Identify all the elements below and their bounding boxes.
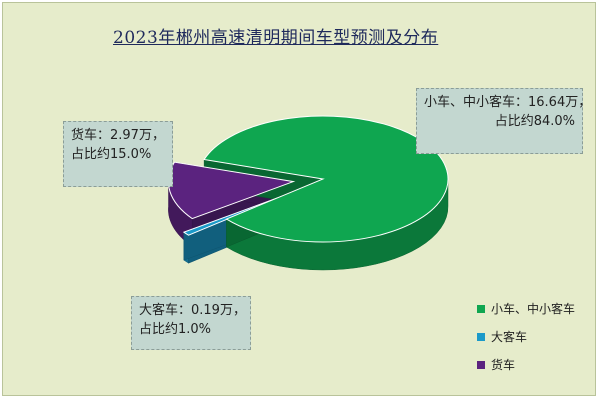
pie-slice-car [203,115,449,243]
data-label-bus-line1: 大客车：0.19万， [139,303,246,318]
legend-label-bus: 大客车 [491,330,528,344]
data-label-truck-line1: 货车：2.97万， [71,128,165,143]
legend-swatch-bus [477,332,485,341]
legend: 小车、中小客车 大客车 货车 [477,298,575,382]
legend-item-truck: 货车 [477,354,575,375]
pie-chart [167,115,449,271]
legend-swatch-truck [477,360,485,369]
legend-item-car: 小车、中小客车 [477,298,575,319]
legend-item-bus: 大客车 [477,326,575,347]
legend-swatch-car [477,304,485,313]
data-label-bus: 大客车：0.19万， 占比约1.0% [131,296,251,350]
chart-frame: 2023年郴州高速清明期间车型预测及分布 小车、中小客车：16.64万， 占比约… [2,2,596,396]
legend-label-truck: 货车 [491,358,516,372]
chart-title: 2023年郴州高速清明期间车型预测及分布 [113,28,439,48]
data-label-car-line1: 小车、中小客车：16.64万， [424,95,592,110]
data-label-truck: 货车：2.97万， 占比约15.0% [63,121,173,187]
legend-label-car: 小车、中小客车 [491,302,576,316]
data-label-truck-line2: 占比约15.0% [71,147,152,162]
data-label-bus-line2: 占比约1.0% [139,322,212,337]
data-label-car: 小车、中小客车：16.64万， 占比约84.0% [416,88,592,154]
data-label-car-line2: 占比约84.0% [494,114,575,129]
